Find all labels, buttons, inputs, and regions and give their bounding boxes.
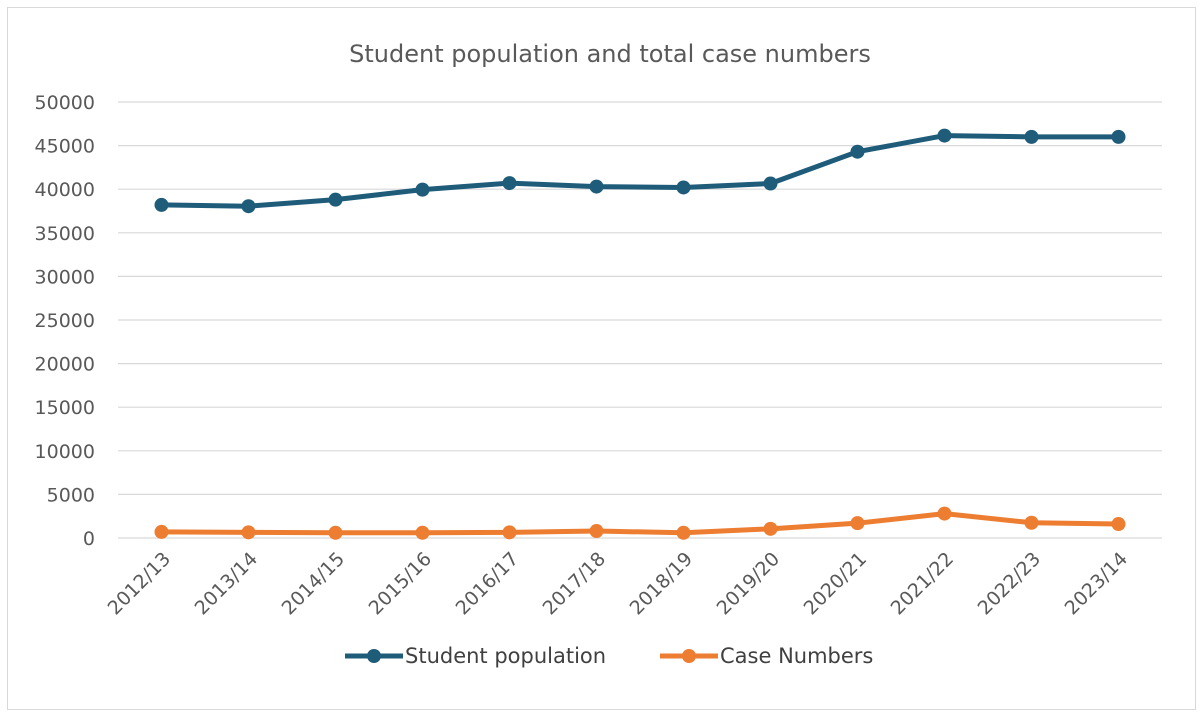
data-point [1111,129,1126,144]
x-axis-ticks: 2012/13 2013/14 2014/15 2015/16 2016/17 2017/… [104,548,1132,619]
y-tick-label: 0 [83,528,95,550]
series-line [159,133,1121,209]
data-point [1024,515,1039,530]
series-group [154,128,1126,214]
data-point [937,506,952,521]
legend-swatch-marker [682,649,696,663]
x-tick-label: 2021/22 [887,548,958,619]
data-point [241,525,256,540]
y-tick-label: 30000 [35,266,95,288]
data-point [763,176,778,191]
x-tick-label: 2012/13 [104,548,175,619]
data-point [328,192,343,207]
data-point [763,521,778,536]
chart-frame [7,7,1196,710]
x-tick-label: 2015/16 [365,548,436,619]
x-tick-label: 2013/14 [191,548,262,619]
data-point [502,525,517,540]
data-point [1024,129,1039,144]
series-group [154,506,1126,540]
x-tick-label: 2019/20 [713,548,784,619]
data-point [502,176,517,191]
data-point [676,525,691,540]
data-point [589,179,604,194]
y-tick-label: 35000 [35,223,95,245]
data-point [850,516,865,531]
y-tick-label: 45000 [35,136,95,158]
x-tick-label: 2014/15 [278,548,349,619]
series-line [159,511,1121,536]
x-tick-label: 2017/18 [539,548,610,619]
series-lines [154,128,1126,540]
y-tick-label: 50000 [35,92,95,114]
legend-swatch-marker [367,649,381,663]
gridlines [118,101,1162,495]
data-point [154,197,169,212]
legend-item: Student population [345,644,606,668]
x-tick-label: 2020/21 [800,548,871,619]
chart-title: Student population and total case number… [349,40,871,68]
y-tick-label: 5000 [47,484,95,506]
x-tick-label: 2022/23 [974,548,1045,619]
y-axis-ticks: 0 5000 10000 15000 20000 25000 30000 35000 40000… [35,92,95,550]
data-point [154,524,169,539]
data-point [241,199,256,214]
data-point [589,524,604,539]
legend-label: Case Numbers [720,644,873,668]
legend-label: Student population [405,644,606,668]
y-tick-label: 40000 [35,179,95,201]
y-tick-label: 10000 [35,441,95,463]
y-tick-label: 25000 [35,310,95,332]
data-point [415,525,430,540]
y-tick-label: 15000 [35,397,95,419]
data-point [415,182,430,197]
legend-item: Case Numbers [660,644,873,668]
data-point [1111,517,1126,532]
data-point [676,180,691,195]
x-tick-label: 2016/17 [452,548,523,619]
data-point [328,525,343,540]
x-tick-label: 2018/19 [626,548,697,619]
data-point [850,144,865,159]
y-tick-label: 20000 [35,354,95,376]
legend: Student population Case Numbers [345,644,873,668]
data-point [937,128,952,143]
x-tick-label: 2023/14 [1061,548,1132,619]
